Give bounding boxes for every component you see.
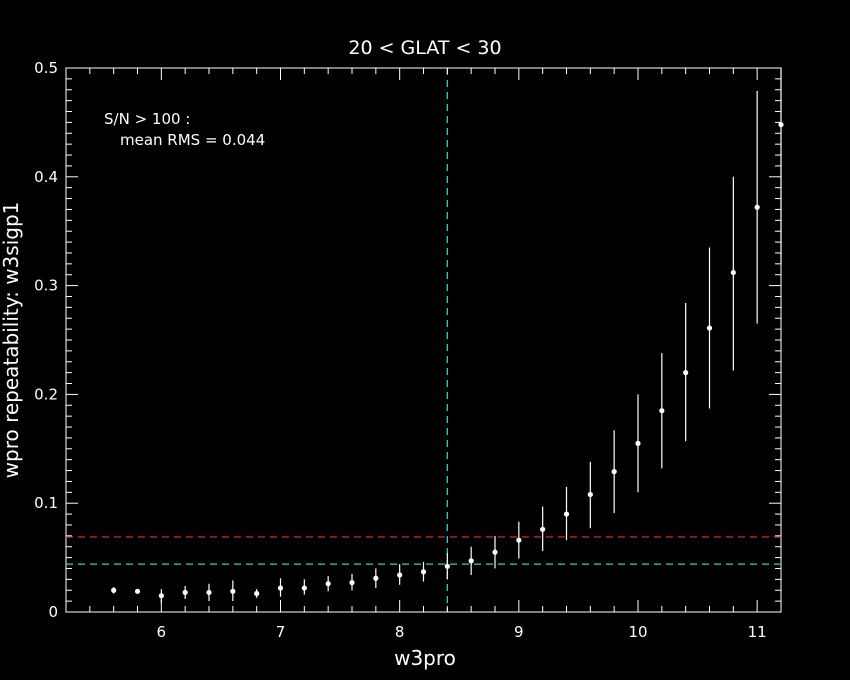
axis-ticks [66, 67, 782, 613]
x-tick-label: 8 [395, 623, 405, 641]
x-tick-label: 10 [628, 623, 647, 641]
data-point [349, 580, 355, 586]
reference-lines [66, 68, 781, 612]
y-tick-label: 0.3 [34, 277, 58, 295]
data-point [111, 587, 117, 593]
data-point [611, 469, 617, 475]
data-point [587, 491, 593, 498]
data-point [659, 408, 665, 414]
data-point [516, 537, 522, 543]
data-point [420, 569, 427, 575]
x-tick-label: 6 [157, 623, 167, 641]
data-point [254, 590, 260, 597]
data-points [111, 68, 784, 604]
x-tick-label: 9 [514, 623, 524, 641]
y-tick-label: 0.5 [34, 59, 58, 77]
data-point [468, 558, 474, 564]
data-point [277, 585, 284, 591]
data-point [301, 585, 307, 591]
y-tick-label: 0 [48, 603, 58, 621]
data-point [230, 588, 236, 594]
data-point [182, 589, 188, 596]
x-axis-label: w3pro [394, 646, 456, 670]
data-point [397, 572, 403, 578]
data-point [373, 575, 379, 581]
data-point [206, 589, 212, 596]
y-tick-label: 0.4 [34, 168, 58, 186]
data-point [730, 269, 736, 276]
data-point [444, 563, 450, 569]
x-tick-label: 11 [748, 623, 767, 641]
chart-title: 20 < GLAT < 30 [348, 37, 501, 59]
data-point [706, 325, 713, 331]
data-point [325, 581, 331, 587]
data-point [134, 588, 141, 594]
data-point [158, 593, 164, 599]
tick-labels: 6 7 8 9 10 11 0 0.1 0.2 0.3 0.4 0.5 [34, 59, 767, 641]
data-point [492, 549, 498, 555]
y-tick-label: 0.2 [34, 385, 58, 403]
x-tick-label: 7 [276, 623, 286, 641]
data-point [563, 511, 570, 517]
y-tick-label: 0.1 [34, 494, 58, 512]
data-point [683, 370, 689, 376]
data-point [635, 440, 641, 446]
data-point [540, 526, 546, 532]
y-axis-label: wpro repeatability: w3sigp1 [0, 202, 23, 479]
annotation-mean-rms: mean RMS = 0.044 [120, 131, 265, 149]
data-point [754, 204, 760, 210]
data-point [778, 121, 784, 128]
annotation-snr: S/N > 100 : [104, 110, 190, 128]
